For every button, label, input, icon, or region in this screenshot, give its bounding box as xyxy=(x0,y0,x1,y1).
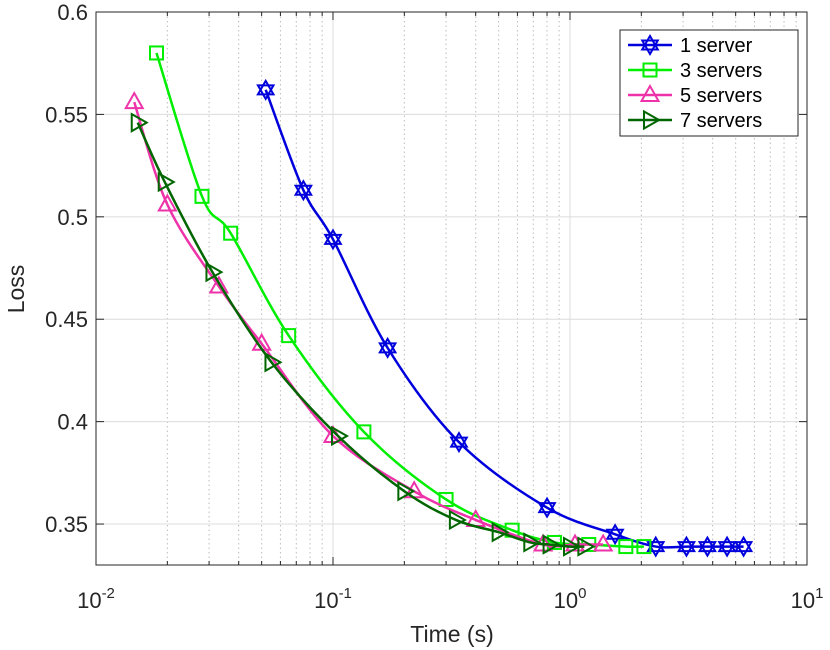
data-point-7-servers xyxy=(491,522,510,543)
data-point-5-servers xyxy=(124,91,145,110)
y-tick-label: 0.45 xyxy=(45,307,88,332)
data-point-7-servers xyxy=(523,532,542,553)
y-tick-label: 0.6 xyxy=(57,0,88,25)
legend-marker xyxy=(639,83,661,102)
legend-marker xyxy=(642,62,658,78)
data-point-1-server xyxy=(449,431,469,454)
legend-box xyxy=(619,29,799,137)
series-1-server xyxy=(256,78,754,558)
data-point-7-servers xyxy=(542,534,561,555)
series-7-servers xyxy=(130,112,596,557)
legend: 1 server 3 servers 5 servers 7 servers xyxy=(619,29,799,137)
y-tick-label: 0.35 xyxy=(45,512,88,537)
data-point-3-servers xyxy=(636,539,652,555)
legend-item-1-server: 1 server xyxy=(628,33,753,57)
x-tick-label: 10-1 xyxy=(314,585,352,613)
series-layer xyxy=(124,45,754,558)
legend-label: 3 servers xyxy=(680,60,762,82)
data-point-7-servers xyxy=(130,112,149,133)
x-tick-label: 101 xyxy=(791,585,824,613)
data-point-7-servers xyxy=(157,171,176,193)
x-tick-label: 10-2 xyxy=(77,585,115,613)
data-point-7-servers xyxy=(331,425,350,447)
y-tick-label: 0.5 xyxy=(57,205,88,230)
data-point-1-server xyxy=(697,535,717,558)
y-tick-label: 0.55 xyxy=(45,102,88,127)
data-point-1-server xyxy=(378,336,398,359)
data-point-1-server xyxy=(605,523,625,546)
data-point-1-server xyxy=(717,535,737,558)
data-point-3-servers xyxy=(281,328,297,344)
data-point-1-server xyxy=(734,535,754,558)
y-tick-label: 0.4 xyxy=(57,410,88,435)
data-point-7-servers xyxy=(264,352,283,373)
x-tick-label: 100 xyxy=(554,585,587,613)
data-point-7-servers xyxy=(577,536,596,557)
x-axis-label: Time (s) xyxy=(410,621,493,647)
series-line-5-servers xyxy=(133,101,604,548)
legend-marker xyxy=(643,109,662,131)
data-point-1-server xyxy=(676,535,696,558)
data-point-5-servers xyxy=(592,533,614,552)
data-point-3-servers xyxy=(194,188,210,204)
data-point-1-server xyxy=(646,535,666,558)
legend-item-7-servers: 7 servers xyxy=(628,109,762,132)
series-line-7-servers xyxy=(136,122,585,548)
data-point-3-servers xyxy=(438,491,454,507)
plot-frame xyxy=(95,11,808,566)
legend-marker xyxy=(640,33,660,57)
axes: 10-2 10-1 100 101 0.35 0.4 0.45 0.5 0.55 0.6 xyxy=(45,0,823,613)
data-point-7-servers xyxy=(448,509,467,531)
y-axis-label: Loss xyxy=(3,265,29,314)
data-point-3-servers xyxy=(356,424,372,440)
data-point-5-servers xyxy=(157,193,178,212)
data-point-5-servers xyxy=(208,275,230,294)
legend-label: 7 servers xyxy=(680,110,762,132)
legend-item-3-servers: 3 servers xyxy=(628,60,762,82)
data-point-7-servers xyxy=(397,481,416,502)
data-point-1-server xyxy=(256,78,276,101)
legend-label: 5 servers xyxy=(680,85,762,107)
data-point-3-servers xyxy=(618,539,634,555)
data-point-7-servers xyxy=(563,536,582,557)
legend-item-5-servers: 5 servers xyxy=(628,83,762,107)
data-point-3-servers xyxy=(148,45,164,61)
data-point-1-server xyxy=(323,228,343,251)
data-point-3-servers xyxy=(223,225,239,241)
data-point-1-server xyxy=(293,179,313,202)
data-point-7-servers xyxy=(205,261,224,283)
series-line-1-server xyxy=(264,89,744,549)
legend-label: 1 server xyxy=(680,35,753,57)
data-point-1-server xyxy=(537,496,557,519)
